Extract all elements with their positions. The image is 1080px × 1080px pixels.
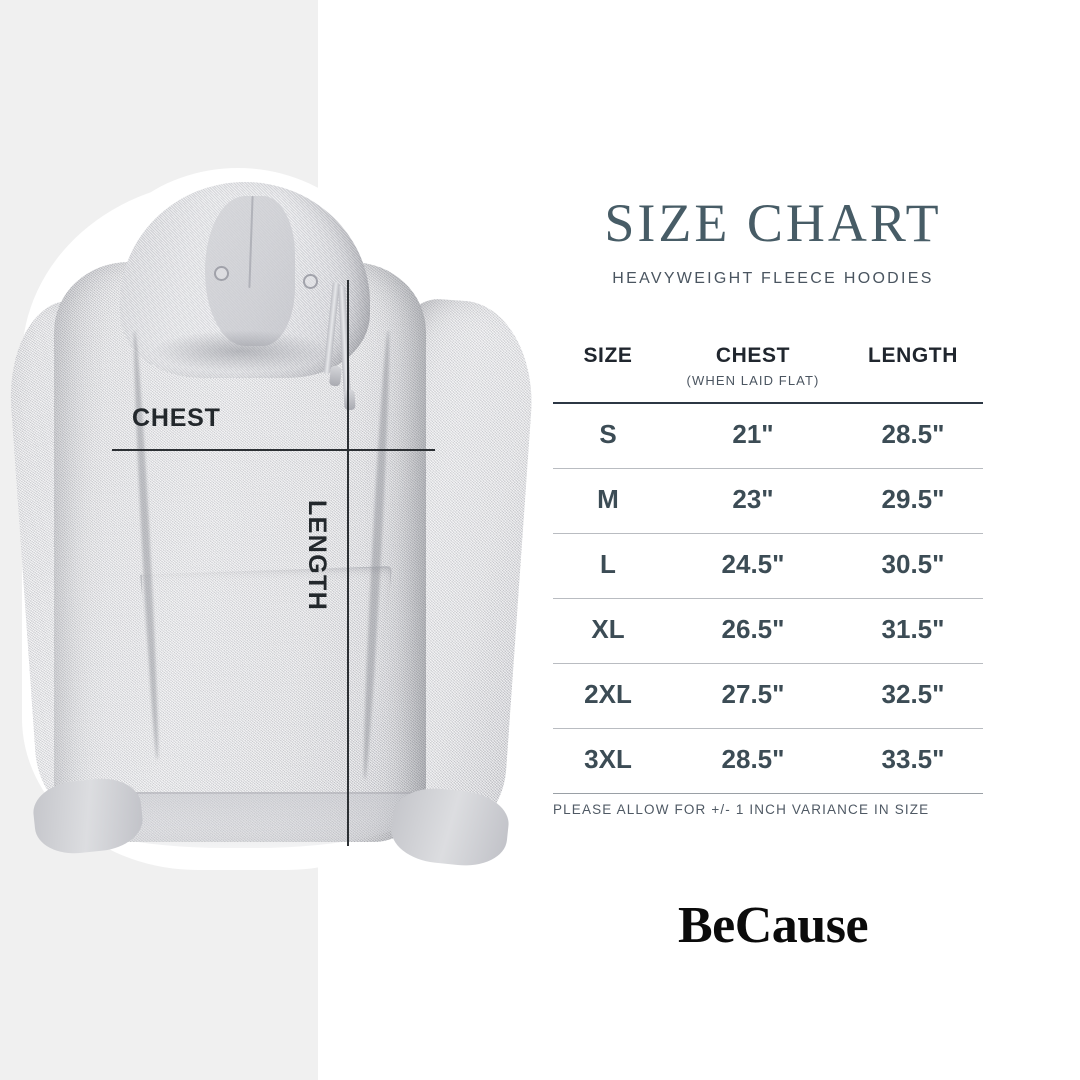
brand-logo: BeCause: [677, 897, 869, 954]
column-header-size: SIZE: [583, 344, 633, 367]
cell-chest: 26.5": [721, 614, 785, 644]
cell-size: M: [597, 484, 619, 514]
hoodie-drawstring-aglet-right: [343, 389, 356, 411]
size-table: SIZE CHEST LENGTH (WHEN LAID FLAT) S 21"…: [553, 344, 983, 794]
hoodie-drawstring-eyelet-left: [214, 266, 229, 281]
cell-chest: 23": [732, 484, 774, 514]
cell-chest: 28.5": [721, 744, 785, 774]
length-measure-label: LENGTH: [303, 500, 331, 612]
column-header-chest-note: (WHEN LAID FLAT): [686, 373, 820, 388]
column-header-chest: CHEST: [715, 344, 791, 367]
cell-length: 29.5": [881, 484, 945, 514]
chest-measure-line: [112, 449, 435, 451]
column-header-length: LENGTH: [868, 344, 958, 367]
cell-size: S: [599, 419, 617, 449]
cell-length: 30.5": [881, 549, 945, 579]
table-row: 2XL 27.5" 32.5": [553, 664, 983, 729]
hoodie-kangaroo-pocket: [140, 566, 392, 786]
variance-note: PLEASE ALLOW FOR +/- 1 INCH VARIANCE IN …: [553, 802, 930, 817]
hoodie-drawstring-eyelet-right: [303, 274, 318, 289]
table-row: S 21" 28.5": [553, 404, 983, 469]
cell-chest: 24.5": [721, 549, 785, 579]
size-table-header: SIZE CHEST LENGTH (WHEN LAID FLAT): [553, 344, 983, 402]
table-row: M 23" 29.5": [553, 469, 983, 534]
table-row: L 24.5" 30.5": [553, 534, 983, 599]
hoodie-product-photo: CHEST LENGTH: [4, 182, 539, 870]
page-title: SIZE CHART: [604, 193, 942, 253]
cell-length: 31.5": [881, 614, 945, 644]
cell-length: 33.5": [881, 744, 945, 774]
length-measure-line: [347, 280, 349, 846]
cell-size: 2XL: [584, 679, 632, 709]
hoodie-neck-shadow: [150, 330, 330, 372]
table-row: 3XL 28.5" 33.5": [553, 729, 983, 794]
page-subtitle: HEAVYWEIGHT FLEECE HOODIES: [612, 270, 934, 287]
size-chart-content: SIZE CHART HEAVYWEIGHT FLEECE HOODIES SI…: [553, 0, 993, 1080]
chest-measure-label: CHEST: [132, 404, 221, 432]
cell-length: 32.5": [881, 679, 945, 709]
cell-size: L: [600, 549, 616, 579]
cell-length: 28.5": [881, 419, 945, 449]
cell-size: XL: [591, 614, 625, 644]
cell-chest: 27.5": [721, 679, 785, 709]
cell-chest: 21": [732, 419, 774, 449]
hoodie-drawstring-aglet-left: [328, 365, 343, 387]
header-rule: [553, 402, 983, 404]
table-row: XL 26.5" 31.5": [553, 599, 983, 664]
cell-size: 3XL: [584, 744, 632, 774]
